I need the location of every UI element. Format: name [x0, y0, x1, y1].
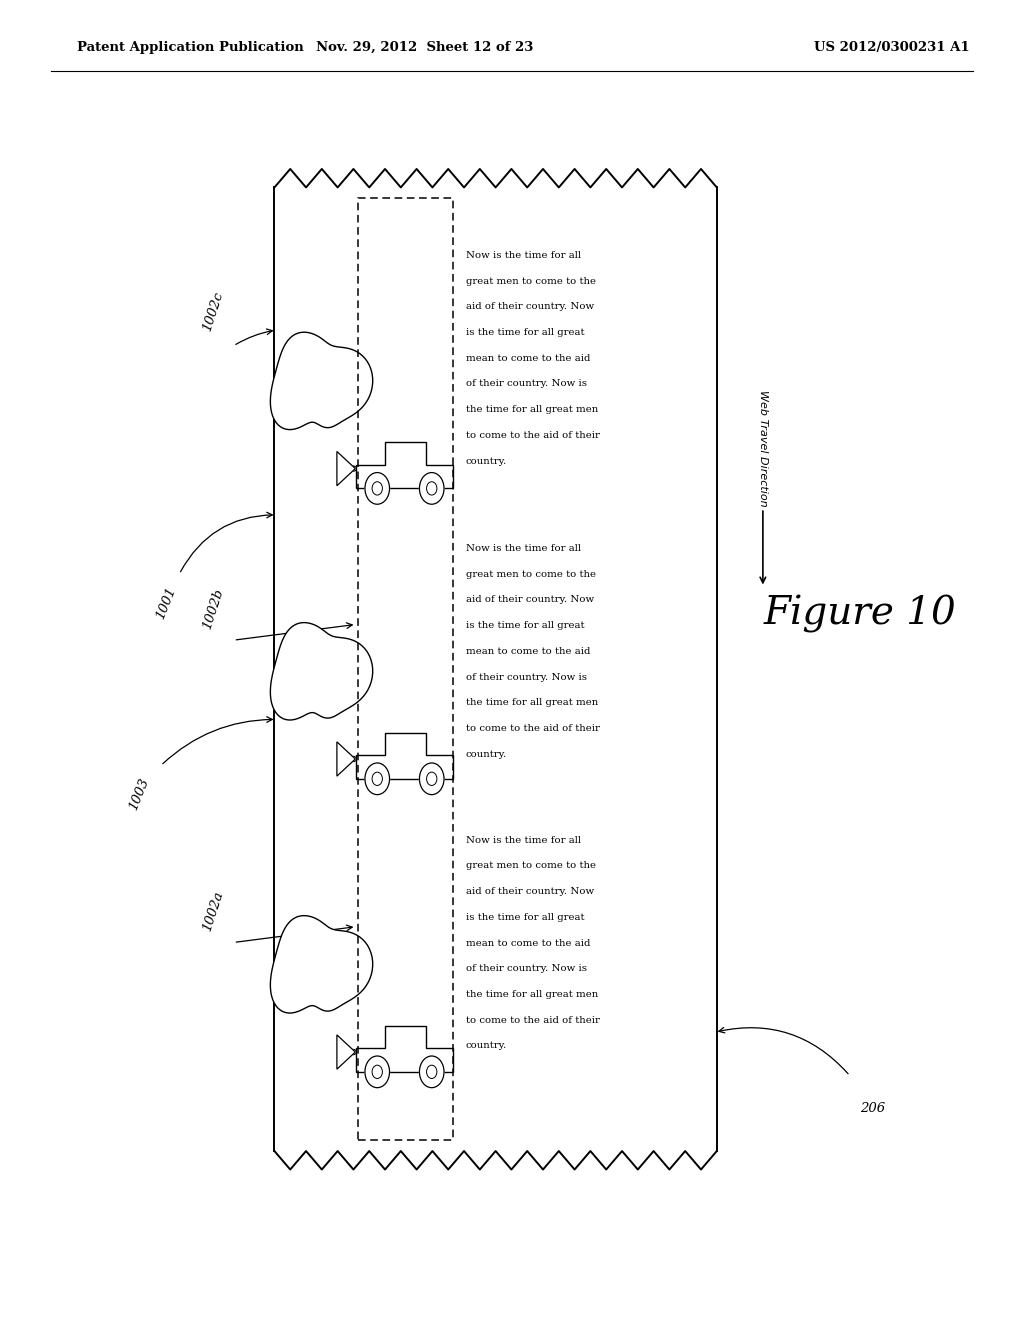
- Circle shape: [420, 763, 444, 795]
- Polygon shape: [356, 1026, 453, 1072]
- Text: mean to come to the aid: mean to come to the aid: [466, 647, 590, 656]
- Text: great men to come to the: great men to come to the: [466, 277, 596, 285]
- Circle shape: [365, 1056, 389, 1088]
- Text: is the time for all great: is the time for all great: [466, 327, 585, 337]
- Text: great men to come to the: great men to come to the: [466, 570, 596, 578]
- Polygon shape: [337, 742, 355, 776]
- Text: 1003: 1003: [127, 776, 152, 812]
- Text: 206: 206: [860, 1102, 886, 1115]
- Text: to come to the aid of their: to come to the aid of their: [466, 430, 600, 440]
- Polygon shape: [356, 733, 453, 779]
- Text: 1002c: 1002c: [201, 290, 225, 333]
- Text: Web Travel Direction: Web Travel Direction: [758, 391, 768, 507]
- Text: of their country. Now is: of their country. Now is: [466, 380, 587, 388]
- Text: to come to the aid of their: to come to the aid of their: [466, 725, 600, 733]
- Polygon shape: [270, 623, 373, 719]
- Circle shape: [420, 473, 444, 504]
- Text: aid of their country. Now: aid of their country. Now: [466, 595, 594, 605]
- Circle shape: [365, 763, 389, 795]
- Text: Patent Application Publication: Patent Application Publication: [77, 41, 303, 54]
- Text: is the time for all great: is the time for all great: [466, 622, 585, 630]
- Text: country.: country.: [466, 1041, 507, 1051]
- Text: 1001: 1001: [154, 585, 178, 620]
- Text: of their country. Now is: of their country. Now is: [466, 964, 587, 973]
- Text: country.: country.: [466, 750, 507, 759]
- Text: aid of their country. Now: aid of their country. Now: [466, 302, 594, 312]
- Text: the time for all great men: the time for all great men: [466, 990, 598, 999]
- Text: great men to come to the: great men to come to the: [466, 862, 596, 870]
- Text: is the time for all great: is the time for all great: [466, 913, 585, 921]
- Polygon shape: [270, 916, 373, 1012]
- Text: country.: country.: [466, 457, 507, 466]
- Polygon shape: [356, 442, 453, 488]
- Text: 1002b: 1002b: [201, 587, 226, 631]
- Text: the time for all great men: the time for all great men: [466, 405, 598, 414]
- Text: of their country. Now is: of their country. Now is: [466, 673, 587, 681]
- Text: to come to the aid of their: to come to the aid of their: [466, 1016, 600, 1024]
- Polygon shape: [337, 1035, 355, 1069]
- Bar: [358, 198, 453, 1140]
- Circle shape: [365, 473, 389, 504]
- Text: Now is the time for all: Now is the time for all: [466, 251, 581, 260]
- Text: Now is the time for all: Now is the time for all: [466, 836, 581, 845]
- Text: Now is the time for all: Now is the time for all: [466, 544, 581, 553]
- Text: US 2012/0300231 A1: US 2012/0300231 A1: [814, 41, 970, 54]
- Circle shape: [420, 1056, 444, 1088]
- Text: 1002a: 1002a: [201, 890, 226, 933]
- Text: Figure 10: Figure 10: [764, 595, 956, 632]
- Polygon shape: [337, 451, 355, 486]
- Text: aid of their country. Now: aid of their country. Now: [466, 887, 594, 896]
- Text: the time for all great men: the time for all great men: [466, 698, 598, 708]
- Text: mean to come to the aid: mean to come to the aid: [466, 354, 590, 363]
- Polygon shape: [270, 333, 373, 429]
- Text: mean to come to the aid: mean to come to the aid: [466, 939, 590, 948]
- Text: Nov. 29, 2012  Sheet 12 of 23: Nov. 29, 2012 Sheet 12 of 23: [316, 41, 534, 54]
